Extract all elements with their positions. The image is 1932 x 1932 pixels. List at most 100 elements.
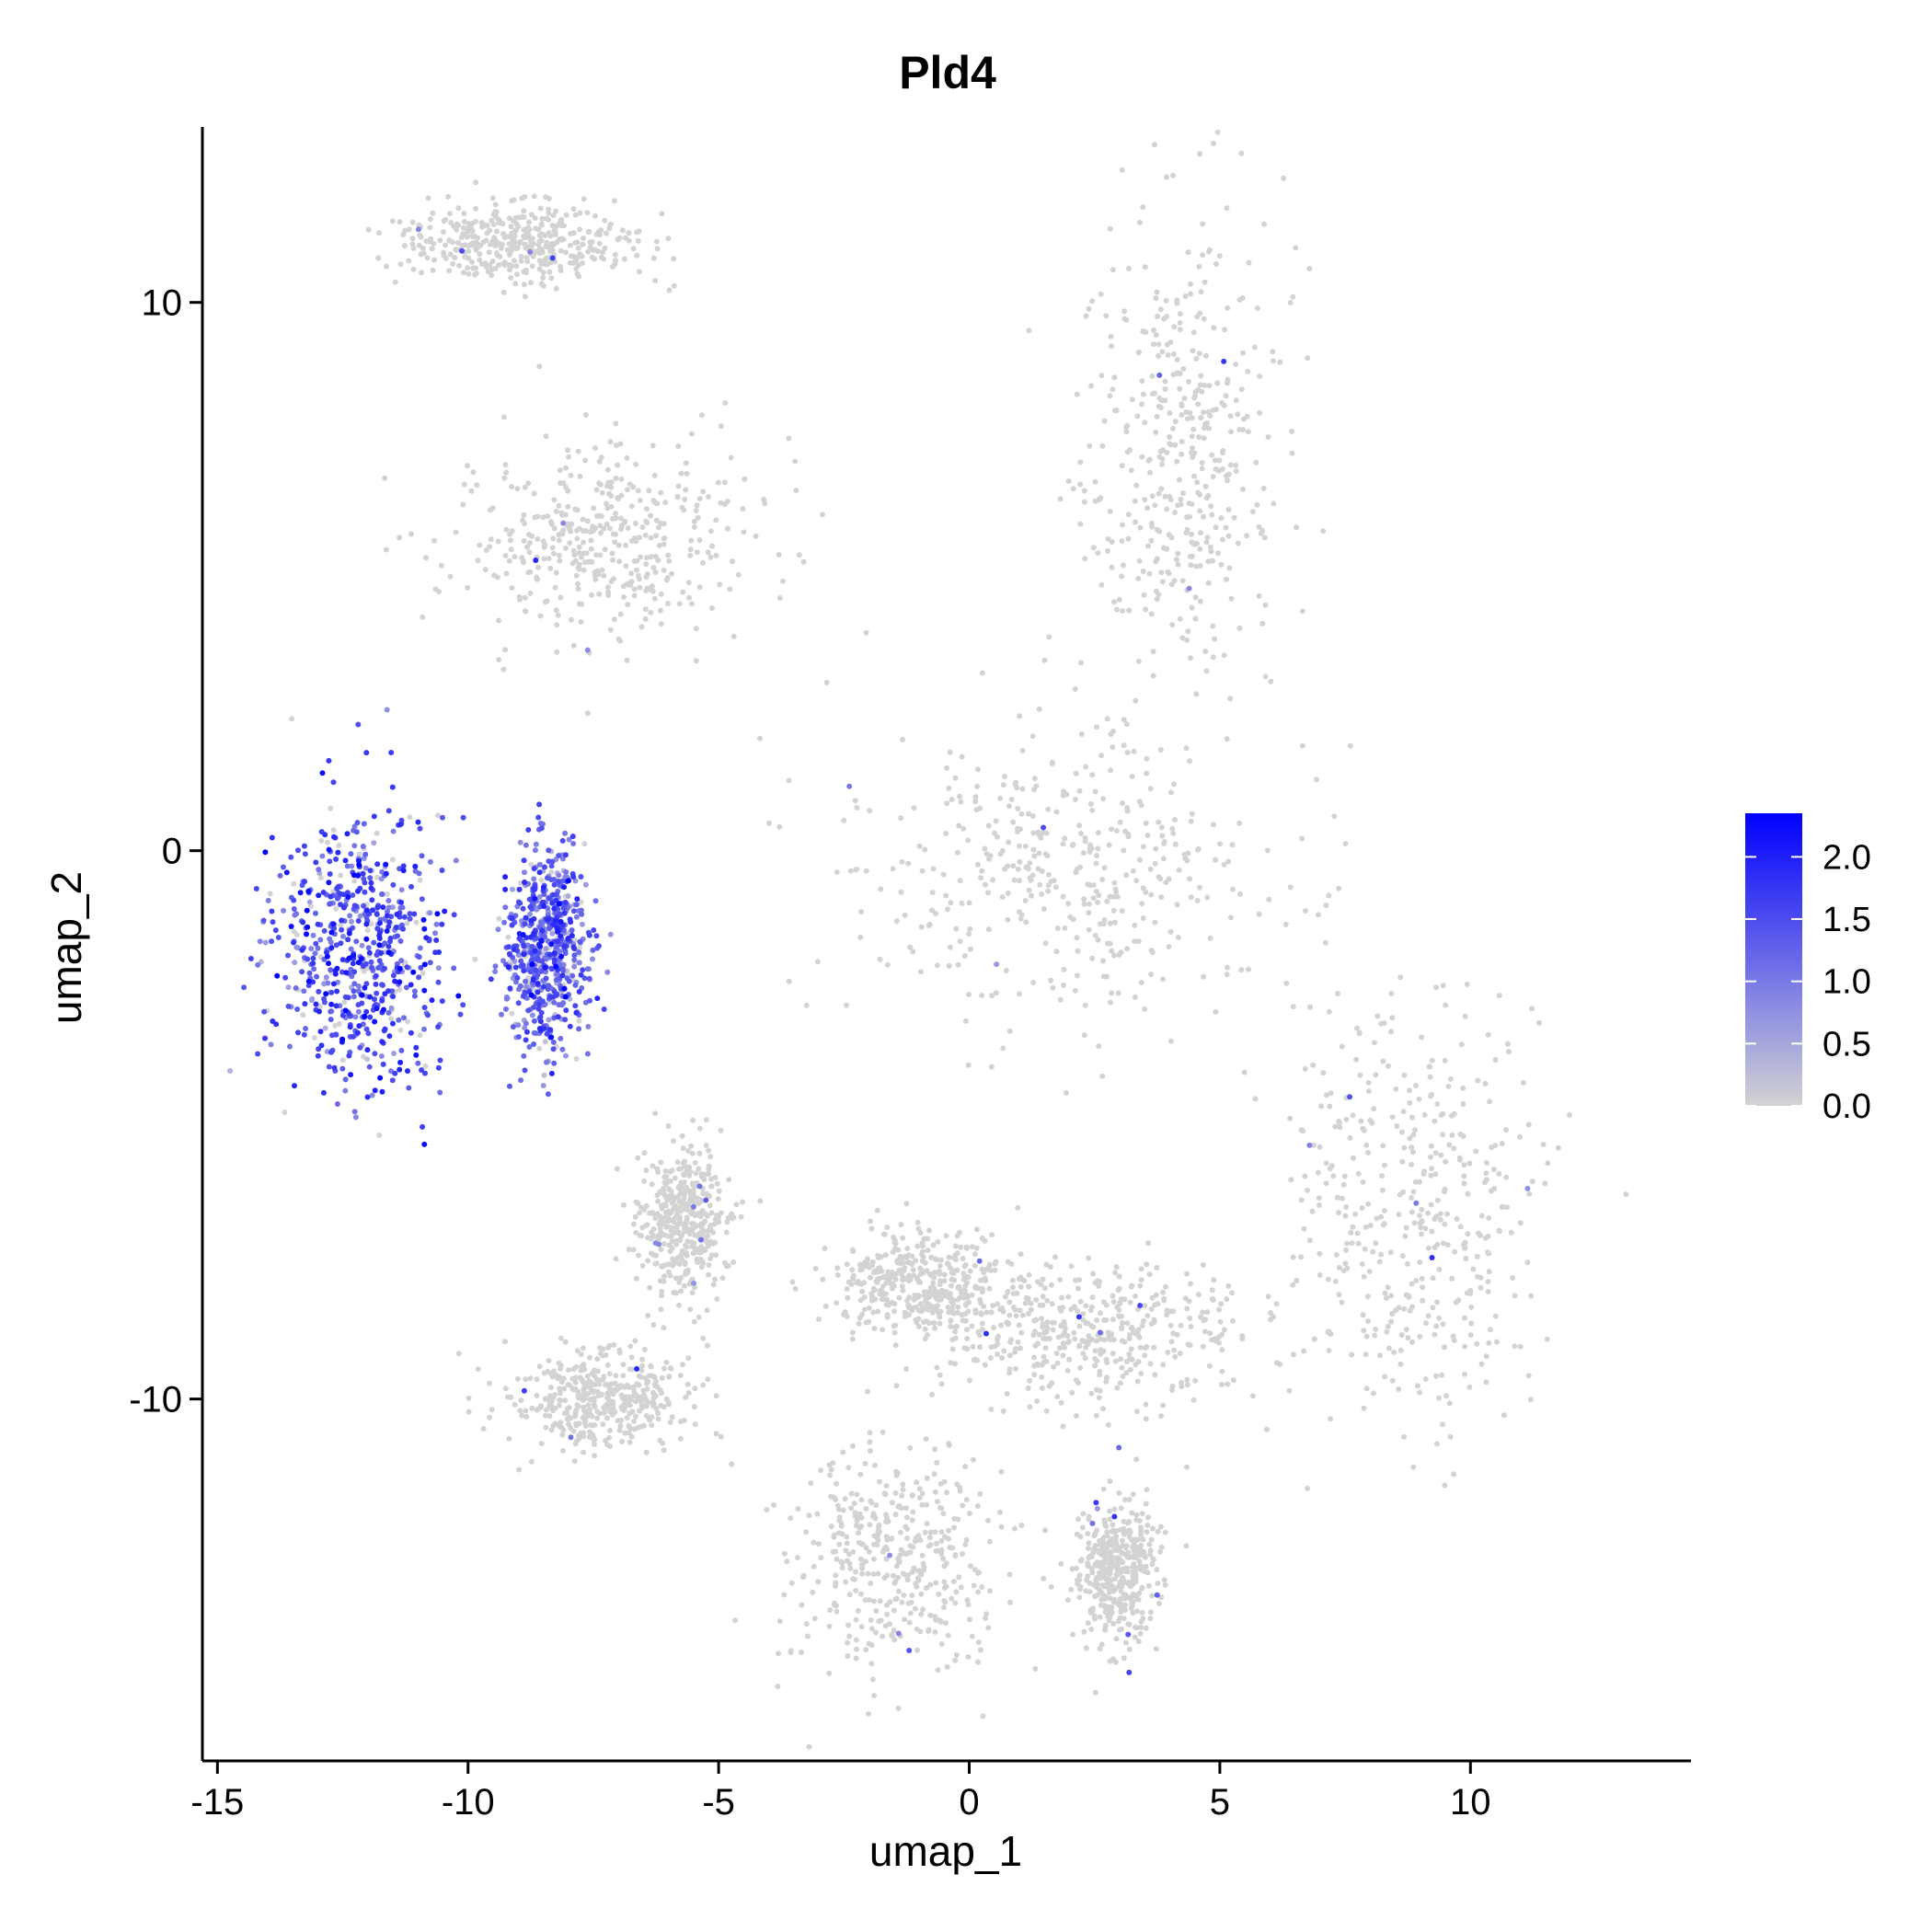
cell-point-lower-center-loop	[853, 1616, 859, 1623]
cell-point-bridge	[1058, 1399, 1064, 1406]
cell-point-bridge	[911, 1296, 917, 1303]
cell-point-high-expression-right-lobe	[527, 911, 533, 917]
cell-point-lower-center-loop	[943, 1583, 949, 1590]
cell-point-right-diagonal-band	[1440, 1421, 1445, 1428]
cell-point-top-left-arc	[427, 216, 433, 223]
cell-point-upper-left-triangle	[496, 617, 502, 624]
cell-point-center-comma	[882, 1291, 889, 1297]
cell-point-big-lower-body	[972, 794, 979, 800]
cell-point-big-lower-body	[1076, 788, 1083, 794]
cell-point-top-left-arc	[577, 210, 583, 216]
cell-point-lower-center-loop	[843, 1579, 849, 1585]
cell-point-big-upper-right	[1219, 466, 1225, 472]
cell-point-lower-center-loop	[935, 1499, 940, 1505]
cell-point-lower-center-loop	[1032, 1665, 1039, 1672]
cell-point-big-lower-body	[786, 777, 792, 784]
cell-point-big-upper-right	[1187, 281, 1193, 287]
cell-point-top-left-arc	[580, 260, 586, 266]
cell-point-lower-center-loop	[871, 1598, 877, 1604]
cell-point-lower-center-loop	[904, 1577, 911, 1583]
cell-point-small-mid-left	[673, 1259, 680, 1266]
cell-point-lower-center-loop	[799, 1650, 804, 1655]
cell-point-big-upper-right	[1136, 558, 1143, 564]
cell-point-big-lower-body	[1086, 901, 1092, 907]
cell-point-big-lower-body	[1122, 828, 1129, 834]
cell-point-upper-left-triangle	[581, 567, 587, 573]
cell-point-lower-right-small	[1111, 1506, 1118, 1512]
cell-point-upper-left-triangle	[565, 503, 571, 510]
cell-point-lower-center-loop	[975, 1659, 982, 1665]
cell-point-lower-center-loop	[899, 1492, 905, 1499]
cell-point-lower-right-small	[1089, 1570, 1096, 1576]
cell-point-center-comma	[945, 1261, 951, 1268]
cell-point-top-left-arc	[580, 241, 586, 247]
cell-point-big-lower-body	[1012, 781, 1018, 788]
cell-point-bridge	[1124, 1320, 1131, 1327]
cell-point-right-diagonal-band	[1407, 1135, 1413, 1142]
chart-title: Pld4	[899, 47, 996, 98]
cell-point-lower-left-small	[518, 1397, 524, 1404]
cell-point-small-mid-left	[682, 1206, 688, 1213]
cell-point-big-lower-body	[957, 938, 963, 945]
cell-point-lower-right-small	[1107, 1508, 1112, 1514]
cell-point-big-upper-right	[1204, 535, 1211, 541]
cell-point-big-lower-body	[974, 784, 981, 789]
cell-point-upper-left-triangle	[721, 501, 728, 508]
cell-point-upper-left-triangle	[598, 530, 604, 536]
cell-point-top-left-arc	[522, 293, 528, 300]
cell-point-upper-left-triangle	[688, 537, 695, 544]
cell-point-big-lower-body	[944, 906, 950, 913]
cell-point-big-upper-right	[1254, 305, 1260, 311]
cell-point-right-diagonal-band	[1316, 1195, 1322, 1202]
cell-point-big-upper-right	[1202, 483, 1209, 489]
cell-point-center-comma	[900, 1235, 906, 1241]
cell-point-big-lower-body	[959, 753, 965, 760]
cell-point-top-left-arc	[478, 220, 485, 225]
cell-point-big-upper-right	[1177, 311, 1183, 317]
cell-point-high-expression-right-lobe	[536, 861, 543, 868]
cell-point-top-left-arc	[409, 241, 416, 247]
cell-point-center-comma	[892, 1342, 899, 1349]
cell-point-high-expression-right-lobe	[604, 969, 611, 975]
cell-point-bridge	[970, 1343, 976, 1350]
cell-point-big-lower-body	[823, 679, 830, 685]
cell-point-center-comma	[858, 1266, 865, 1272]
cell-point-right-diagonal-band	[1430, 1275, 1436, 1282]
cell-point-center-comma	[910, 1267, 916, 1273]
cell-point-bridge	[1000, 1408, 1006, 1414]
cell-point-big-upper-right	[1240, 350, 1246, 356]
cell-point-big-lower-body	[1090, 882, 1097, 889]
cell-point-small-mid-left	[690, 1117, 696, 1123]
cell-point-small-mid-left	[686, 1164, 693, 1170]
cell-point-big-lower-body	[1157, 747, 1164, 753]
cell-point-top-left-arc	[665, 236, 672, 242]
cell-point-big-lower-body	[1080, 850, 1087, 857]
cell-point-upper-left-triangle	[627, 481, 633, 488]
cell-point-small-mid-left	[708, 1176, 715, 1182]
cell-point-big-lower-body	[1060, 792, 1066, 799]
cell-point-top-left-arc	[521, 208, 527, 214]
cell-point-right-diagonal-band	[1478, 1213, 1485, 1219]
cell-point-lower-right-small	[1132, 1536, 1138, 1543]
cell-point-high-expression-left-blob	[364, 1056, 371, 1063]
cell-point-big-lower-body	[956, 822, 962, 829]
cell-point-big-upper-right	[1289, 450, 1295, 456]
cell-point-lower-center-loop	[914, 1626, 920, 1632]
cell-point-right-diagonal-band	[1420, 1284, 1426, 1291]
cell-point-bridge	[1004, 1391, 1010, 1397]
cell-point-big-lower-body	[967, 946, 973, 952]
cell-point-lower-center-loop	[924, 1521, 930, 1527]
cell-point-lower-left-small	[572, 1413, 579, 1420]
cell-point-big-upper-right	[1184, 526, 1190, 533]
cell-point-lower-center-loop	[873, 1533, 880, 1539]
cell-point-lower-center-loop	[845, 1653, 851, 1660]
cell-point-center-comma	[906, 1272, 912, 1279]
cell-point-big-lower-body	[1108, 731, 1114, 737]
cell-point-upper-left-triangle	[453, 529, 459, 535]
cell-point-upper-left-triangle	[581, 528, 586, 535]
cell-point-lower-right-small	[1110, 1528, 1117, 1535]
cell-point-upper-left-triangle	[618, 476, 625, 482]
cell-point-top-left-arc	[546, 244, 552, 250]
cell-point-lower-center-loop	[867, 1439, 873, 1445]
cell-point-upper-left-triangle	[642, 532, 649, 538]
